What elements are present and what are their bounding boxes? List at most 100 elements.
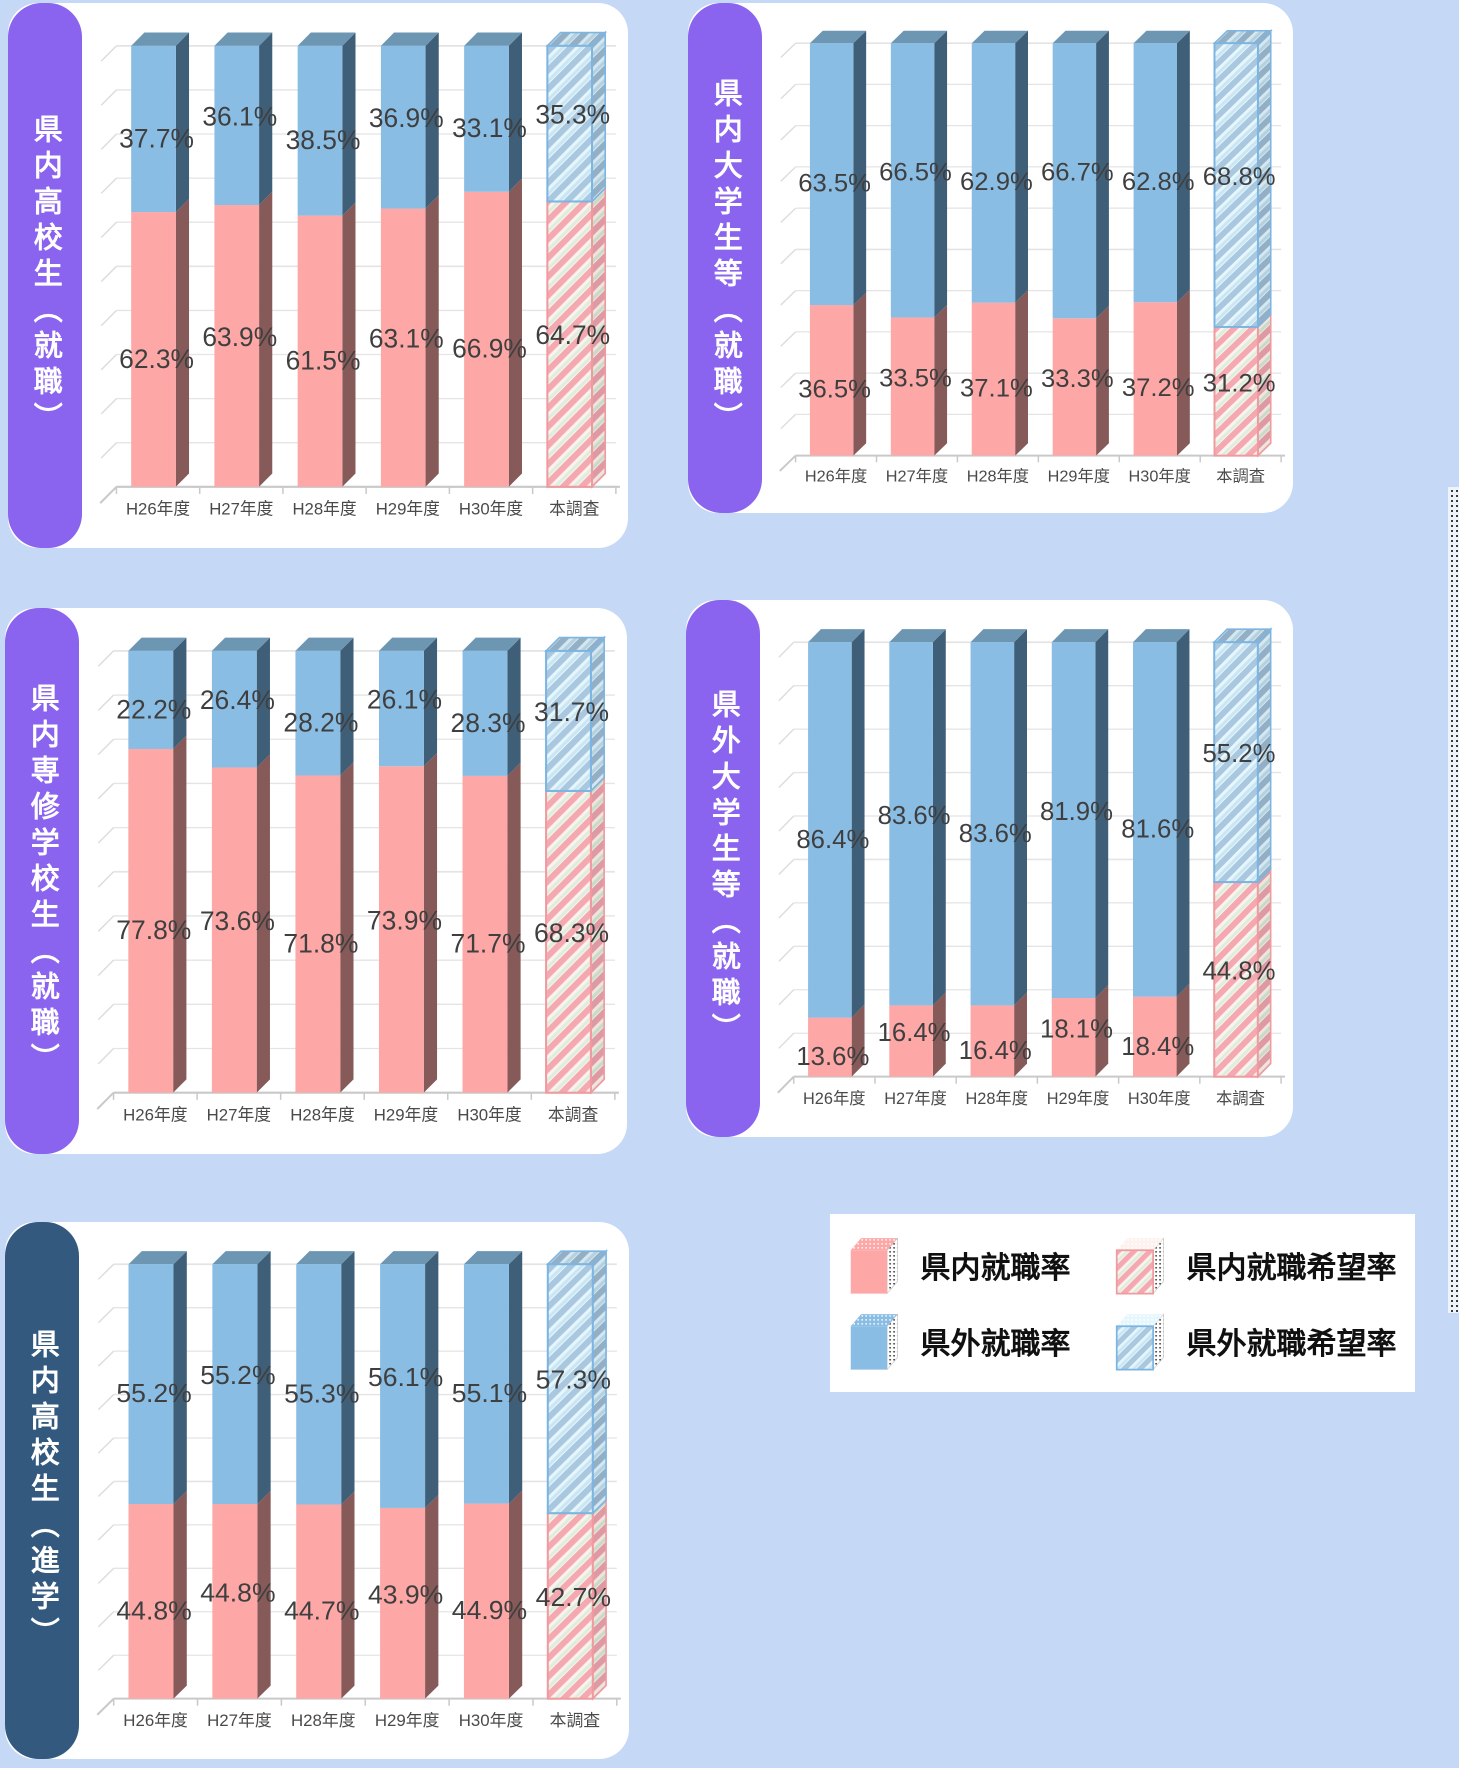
svg-text:36.5%: 36.5% bbox=[798, 376, 871, 404]
svg-text:18.1%: 18.1% bbox=[1040, 1015, 1113, 1043]
svg-text:56.1%: 56.1% bbox=[368, 1362, 443, 1392]
svg-text:62.8%: 62.8% bbox=[1122, 168, 1195, 196]
svg-text:28.2%: 28.2% bbox=[283, 708, 358, 738]
svg-text:H26年度: H26年度 bbox=[123, 1711, 188, 1730]
svg-text:71.8%: 71.8% bbox=[283, 928, 358, 958]
svg-text:33.3%: 33.3% bbox=[1041, 365, 1114, 393]
svg-text:H28年度: H28年度 bbox=[967, 468, 1029, 486]
svg-text:H26年度: H26年度 bbox=[803, 1090, 866, 1108]
legend-item-kengai-shushoku-kibouritsu: 県外就職希望率 bbox=[1115, 1310, 1397, 1372]
svg-text:H30年度: H30年度 bbox=[1128, 1090, 1191, 1108]
svg-text:H28年度: H28年度 bbox=[965, 1090, 1028, 1108]
svg-text:77.8%: 77.8% bbox=[116, 915, 191, 945]
legend: 県内就職率 県内就職希望率 県外就職率 県外就職希望率 bbox=[830, 1214, 1415, 1392]
chart-title: 県内大学生等（就職） bbox=[709, 78, 742, 438]
chart-area: 55.2% 44.8% H26年度 55.2% 44.8% H27年度 55.3% 44.7%… bbox=[83, 1224, 625, 1757]
svg-text:本調査: 本調査 bbox=[549, 499, 599, 518]
svg-text:H28年度: H28年度 bbox=[290, 1105, 355, 1124]
svg-text:86.4%: 86.4% bbox=[796, 826, 869, 854]
stacked-bar-chart-canvas: 86.4% 13.6% H26年度 83.6% 16.4% H27年度 83.6% 16.4%… bbox=[777, 627, 1286, 1108]
svg-text:42.7%: 42.7% bbox=[536, 1582, 611, 1612]
svg-text:16.4%: 16.4% bbox=[878, 1019, 951, 1047]
svg-text:63.5%: 63.5% bbox=[798, 170, 871, 198]
svg-text:28.3%: 28.3% bbox=[450, 708, 525, 738]
svg-text:H28年度: H28年度 bbox=[291, 1711, 356, 1730]
svg-text:H27年度: H27年度 bbox=[207, 1711, 272, 1730]
stacked-bar-chart-canvas: 55.2% 44.8% H26年度 55.2% 44.8% H27年度 55.3% 44.7%… bbox=[96, 1249, 621, 1730]
stacked-bar-chart-canvas: 22.2% 77.8% H26年度 26.4% 73.6% H27年度 28.2% 71.8%… bbox=[96, 635, 619, 1124]
svg-text:H29年度: H29年度 bbox=[376, 499, 440, 518]
svg-text:本調査: 本調査 bbox=[550, 1711, 601, 1730]
svg-text:H27年度: H27年度 bbox=[209, 499, 273, 518]
svg-text:83.6%: 83.6% bbox=[878, 802, 951, 830]
svg-text:31.2%: 31.2% bbox=[1203, 370, 1276, 398]
chart-area: 63.5% 36.5% H26年度 66.5% 33.5% H27年度 62.9% 37.1%… bbox=[766, 5, 1289, 511]
svg-text:33.5%: 33.5% bbox=[879, 365, 952, 393]
svg-text:本調査: 本調査 bbox=[1216, 468, 1265, 486]
chart-panel-kennai-senshuugakkousei-shushoku: 県内専修学校生（就職） 22.2% 77.8% H26年度 26.4% 73.6% H27… bbox=[5, 608, 627, 1154]
svg-text:66.5%: 66.5% bbox=[879, 159, 952, 187]
legend-swatch-blue-hatched-icon bbox=[1115, 1313, 1164, 1371]
chart-title-badge: 県内高校生（就職） bbox=[8, 3, 82, 548]
svg-text:55.1%: 55.1% bbox=[452, 1378, 527, 1408]
legend-swatch-pink-hatched-icon bbox=[1115, 1237, 1164, 1295]
chart-area: 86.4% 13.6% H26年度 83.6% 16.4% H27年度 83.6% 16.4%… bbox=[764, 602, 1289, 1135]
legend-item-kennai-shushoku-kibouritsu: 県内就職希望率 bbox=[1115, 1234, 1397, 1296]
svg-text:44.8%: 44.8% bbox=[1202, 957, 1275, 985]
svg-text:55.3%: 55.3% bbox=[284, 1379, 359, 1409]
chart-title: 県内専修学校生（就職） bbox=[26, 683, 59, 1079]
svg-text:H29年度: H29年度 bbox=[1047, 1090, 1110, 1108]
svg-text:26.4%: 26.4% bbox=[200, 685, 275, 715]
chart-title-badge: 県外大学生等（就職） bbox=[686, 600, 760, 1137]
svg-text:本調査: 本調査 bbox=[1216, 1090, 1265, 1108]
svg-text:H30年度: H30年度 bbox=[459, 1711, 524, 1730]
legend-label: 県内就職率 bbox=[920, 1252, 1071, 1285]
stacked-bar-chart-canvas: 37.7% 62.3% H26年度 36.1% 63.9% H27年度 38.5% 61.5%… bbox=[99, 30, 620, 518]
svg-text:68.8%: 68.8% bbox=[1203, 163, 1276, 191]
svg-text:62.3%: 62.3% bbox=[119, 344, 194, 374]
svg-text:22.2%: 22.2% bbox=[116, 694, 191, 724]
svg-text:57.3%: 57.3% bbox=[536, 1365, 611, 1395]
svg-text:H27年度: H27年度 bbox=[207, 1105, 272, 1124]
svg-text:37.7%: 37.7% bbox=[119, 123, 194, 153]
chart-area: 37.7% 62.3% H26年度 36.1% 63.9% H27年度 38.5% 61.5%… bbox=[86, 5, 624, 546]
svg-text:18.4%: 18.4% bbox=[1121, 1033, 1194, 1061]
svg-text:81.6%: 81.6% bbox=[1121, 815, 1194, 843]
svg-text:本調査: 本調査 bbox=[548, 1105, 599, 1124]
svg-text:44.7%: 44.7% bbox=[284, 1596, 359, 1626]
chart-area: 22.2% 77.8% H26年度 26.4% 73.6% H27年度 28.2% 71.8%… bbox=[83, 610, 623, 1152]
legend-item-kengai-shushokuritsu: 県外就職率 bbox=[849, 1310, 1071, 1372]
svg-text:H26年度: H26年度 bbox=[123, 1105, 188, 1124]
svg-text:44.8%: 44.8% bbox=[200, 1578, 275, 1608]
stacked-bar-chart-canvas: 63.5% 36.5% H26年度 66.5% 33.5% H27年度 62.9% 37.1%… bbox=[779, 28, 1286, 486]
svg-text:37.1%: 37.1% bbox=[960, 375, 1033, 403]
chart-title-badge: 県内専修学校生（就職） bbox=[5, 608, 79, 1154]
svg-text:66.7%: 66.7% bbox=[1041, 159, 1114, 187]
svg-text:H28年度: H28年度 bbox=[292, 499, 356, 518]
legend-swatch-pink-solid-icon bbox=[850, 1237, 898, 1295]
svg-text:44.9%: 44.9% bbox=[452, 1595, 527, 1625]
chart-title: 県外大学生等（就職） bbox=[707, 688, 740, 1049]
svg-text:73.9%: 73.9% bbox=[367, 905, 442, 935]
svg-text:63.9%: 63.9% bbox=[202, 322, 277, 352]
svg-text:H27年度: H27年度 bbox=[886, 468, 948, 486]
svg-text:H26年度: H26年度 bbox=[126, 499, 190, 518]
legend-label: 県外就職希望率 bbox=[1186, 1328, 1397, 1361]
svg-text:43.9%: 43.9% bbox=[368, 1580, 443, 1610]
chart-panel-kengai-daigakusei-shushoku: 県外大学生等（就職） 86.4% 13.6% H26年度 83.6% 16.4% H27年… bbox=[686, 600, 1293, 1137]
svg-text:81.9%: 81.9% bbox=[1040, 798, 1113, 826]
svg-text:H30年度: H30年度 bbox=[1129, 468, 1191, 486]
svg-text:63.1%: 63.1% bbox=[369, 324, 444, 354]
svg-text:55.2%: 55.2% bbox=[116, 1378, 191, 1408]
legend-label: 県外就職率 bbox=[920, 1328, 1071, 1361]
svg-text:H29年度: H29年度 bbox=[1048, 468, 1110, 486]
svg-text:61.5%: 61.5% bbox=[286, 346, 361, 376]
svg-text:37.2%: 37.2% bbox=[1122, 374, 1195, 402]
svg-text:62.9%: 62.9% bbox=[960, 168, 1033, 196]
svg-text:68.3%: 68.3% bbox=[534, 918, 609, 948]
svg-text:64.7%: 64.7% bbox=[535, 320, 610, 350]
svg-text:H29年度: H29年度 bbox=[375, 1711, 440, 1730]
legend-swatch-blue-solid-icon bbox=[850, 1313, 898, 1371]
legend-item-kennai-shushokuritsu: 県内就職率 bbox=[849, 1234, 1071, 1296]
svg-text:73.6%: 73.6% bbox=[200, 906, 275, 936]
